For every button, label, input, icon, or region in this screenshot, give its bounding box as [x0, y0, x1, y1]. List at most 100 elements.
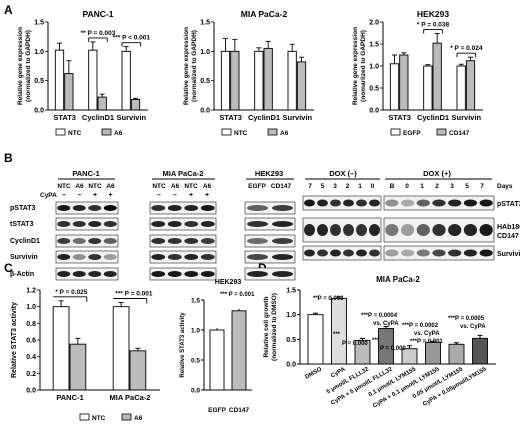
sig-annotation: ***P = 0.0005	[448, 316, 485, 322]
y-tick-label: 0.2	[26, 371, 36, 378]
dox-lane: 0	[371, 183, 375, 190]
blot-band	[317, 199, 328, 207]
bar-A6-PANC-1	[69, 343, 87, 391]
blot-band	[151, 205, 166, 211]
bar-A6-MIA PaCa-2	[129, 350, 147, 391]
bar-A6-CyclinD1	[97, 96, 107, 111]
chart-title: HEK293	[215, 279, 242, 286]
blot-band	[103, 254, 117, 260]
blot-band	[88, 221, 102, 227]
x-tick-label: EGFP	[208, 407, 226, 414]
blot-band	[385, 249, 399, 257]
legend-label-NTC: NTC	[68, 130, 82, 137]
blot-panc1-row	[55, 217, 119, 231]
x-tick-label: Survivin	[452, 113, 482, 122]
x-tick-label: Survivin	[117, 113, 147, 122]
chart-D: 0.0 0.5 1.0 1.5 MIA PaCa-2 Relative cell grow…	[263, 275, 496, 410]
legend-label-A6: A6	[134, 415, 143, 422]
chart-title: PANC-1	[82, 9, 113, 19]
sig-annotation: **P = 0.003	[313, 296, 344, 302]
blot-band	[432, 249, 446, 257]
lane-label: NTC	[57, 183, 71, 190]
dox-lane: B	[390, 183, 395, 190]
bar-NTC-PANC-1	[52, 306, 70, 391]
blot-band	[432, 224, 446, 236]
dox-lane: 1	[358, 183, 362, 190]
y-tick-label: 1.5	[286, 288, 296, 295]
sig-annotation: P = 0.000	[380, 346, 406, 352]
blot-band	[200, 271, 215, 277]
blot-band	[72, 271, 86, 277]
bar-A6-Survivin	[130, 98, 141, 111]
x-tick-label: CyPA	[330, 366, 347, 379]
blot-band	[330, 249, 341, 257]
dox-neg-header: DOX (–)	[329, 169, 357, 178]
y-tick-label: 1.5	[369, 42, 379, 49]
bar-NTC-MIA PaCa-2	[112, 306, 130, 391]
cypa-sign: +	[93, 192, 97, 199]
bar-d-7	[472, 337, 488, 365]
bar-d-0	[307, 314, 324, 365]
dox-lane: 0	[405, 183, 409, 190]
blot-doxpos-row	[383, 195, 495, 211]
blot-band	[184, 271, 199, 277]
cypa-sign: –	[157, 192, 161, 199]
dox-lane: 7	[480, 183, 484, 190]
blot-band	[369, 224, 380, 236]
blot-band	[448, 199, 462, 207]
y-tick-label: 0.0	[286, 362, 296, 369]
blot-band	[72, 254, 86, 260]
blot-band	[400, 224, 415, 236]
blot-bg	[55, 201, 119, 215]
chart-title: HEK293	[417, 9, 449, 19]
lane-label: CD147	[271, 183, 292, 190]
cypa-sign: +	[205, 192, 209, 199]
blot-bg	[55, 217, 119, 231]
sig-annotation: *** P = 0.001	[115, 291, 153, 298]
sig-annotation: *** P < 0.001	[113, 35, 151, 42]
days-label: Days	[497, 183, 513, 190]
x-tick-label: STAT3	[219, 113, 242, 122]
blot-hek-row	[244, 250, 296, 264]
y-tick-label: 2.0	[369, 20, 379, 27]
x-tick-label: PANC-1	[56, 393, 83, 402]
legend-label-A6: A6	[114, 130, 123, 137]
dox-lane: 5	[321, 183, 325, 190]
blot-band	[88, 271, 102, 277]
sig-annotation: ***	[372, 338, 380, 344]
blot-band	[88, 254, 102, 260]
chart-title: MIA PaCa-2	[241, 9, 288, 19]
blot-row-label: Survivin	[10, 254, 38, 261]
legend-swatch-A6	[121, 413, 132, 421]
blot-band	[356, 249, 367, 257]
sig-annotation: * P = 0.025	[55, 289, 88, 296]
blot-panc1-row	[55, 201, 119, 215]
blot-band	[247, 254, 268, 260]
bar-NTC-CyclinD1	[254, 50, 264, 111]
blot-hek-row	[244, 267, 296, 281]
x-tick-label: CyclinD1	[417, 113, 449, 122]
bar-CD147-CyclinD1	[432, 42, 442, 111]
y-tick-label: 1.0	[369, 64, 379, 71]
blot-band	[184, 205, 199, 211]
bar-EGFP	[209, 329, 225, 391]
blot-band	[317, 224, 328, 236]
blot-band	[103, 205, 117, 211]
blot-bg	[55, 250, 119, 264]
blot-band	[57, 271, 71, 277]
blot-header-mia: MIA PaCa-2	[163, 169, 204, 178]
y-tick-label: 1.0	[34, 49, 44, 56]
sig-annotation: ***	[333, 332, 341, 338]
blot-band	[272, 221, 293, 227]
blot-band	[103, 238, 117, 244]
blot-doxpos-row	[383, 245, 495, 261]
legend-label-NTC: NTC	[92, 415, 106, 422]
blot-band	[463, 224, 478, 236]
lane-label: NTC	[152, 183, 166, 190]
blot-band	[57, 238, 71, 244]
blot-band	[416, 224, 430, 236]
lane-label: A6	[106, 183, 115, 190]
y-axis-label: (normalized to GAPDH)	[191, 30, 198, 102]
blot-band	[57, 254, 71, 260]
blot-band	[184, 254, 199, 260]
